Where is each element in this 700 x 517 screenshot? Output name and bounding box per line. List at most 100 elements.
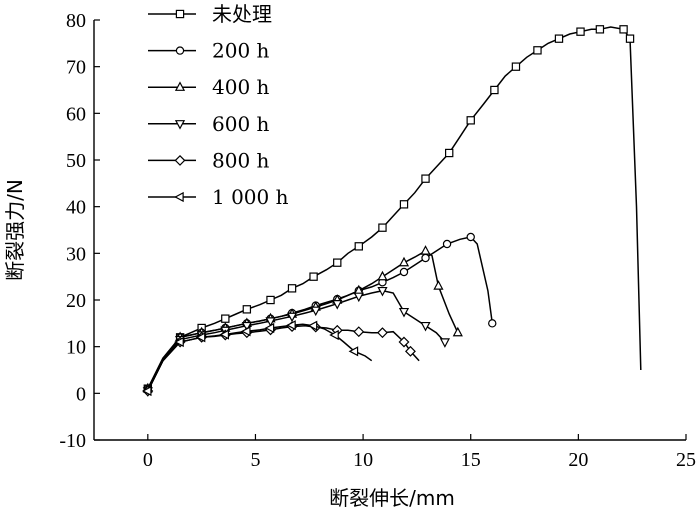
- y-tick-label: 10: [66, 337, 86, 359]
- y-tick-label: 60: [66, 103, 86, 125]
- legend-label: 400 h: [212, 75, 270, 99]
- legend-entry: 600 h: [148, 112, 270, 136]
- data-point: [399, 267, 409, 277]
- legend-entry: 200 h: [148, 39, 270, 63]
- data-point: [445, 148, 454, 158]
- legend-label: 600 h: [212, 112, 270, 136]
- x-tick-label: 5: [250, 449, 260, 471]
- data-point: [221, 314, 230, 323]
- data-point: [466, 116, 475, 125]
- data-point: [421, 253, 430, 263]
- x-tick-label: 25: [676, 449, 696, 471]
- legend-marker: [174, 191, 184, 203]
- data-point: [266, 295, 275, 305]
- data-point: [442, 239, 452, 249]
- x-tick-label: 20: [568, 449, 588, 471]
- legend-marker: [174, 81, 186, 91]
- data-point: [332, 300, 343, 310]
- data-point: [264, 322, 275, 334]
- data-point: [398, 336, 410, 348]
- data-point: [377, 327, 388, 339]
- y-tick-label: 80: [66, 10, 86, 32]
- legend-entry: 未处理: [148, 2, 272, 26]
- data-point: [625, 34, 635, 43]
- x-tick-label: 10: [353, 449, 373, 471]
- data-point: [439, 338, 450, 348]
- data-point: [377, 270, 388, 281]
- series-1: [143, 232, 497, 393]
- data-point: [398, 256, 410, 267]
- data-point: [420, 321, 431, 332]
- data-point: [141, 385, 152, 397]
- series-line: [147, 26, 642, 390]
- data-point: [307, 320, 318, 331]
- data-point: [241, 321, 252, 332]
- data-point: [286, 320, 296, 331]
- data-point: [309, 272, 318, 281]
- data-point: [595, 25, 605, 34]
- data-point: [554, 34, 564, 43]
- series-5: [141, 320, 373, 397]
- x-axis-title: 断裂伸长/mm: [329, 486, 455, 510]
- legend-marker: [174, 120, 186, 130]
- y-tick-label: 70: [66, 57, 86, 79]
- ticks: -10 0 10 20 30 40 50 60 70 80 0 5 10 15 20 25: [59, 10, 696, 471]
- data-point: [421, 174, 430, 183]
- data-point: [195, 332, 206, 343]
- data-point: [405, 345, 416, 357]
- y-tick-label: 50: [66, 150, 86, 172]
- legend-marker: [175, 46, 185, 55]
- data-point: [433, 280, 444, 290]
- data-point: [576, 27, 585, 36]
- legend-entry: 1 000 h: [148, 185, 289, 209]
- y-tick-label: 30: [66, 243, 86, 265]
- data-point: [240, 326, 251, 337]
- data-point: [333, 258, 342, 267]
- y-tick-label: 20: [66, 290, 86, 312]
- legend-label: 200 h: [212, 39, 270, 63]
- legend-label: 800 h: [212, 148, 270, 172]
- data-point: [286, 312, 298, 323]
- series-line: [147, 250, 459, 390]
- series-0: [143, 25, 642, 393]
- data-point: [490, 85, 499, 95]
- data-point: [354, 242, 363, 251]
- data-point: [452, 326, 463, 337]
- series-line: [147, 236, 494, 390]
- data-point: [466, 232, 475, 242]
- data-point: [219, 329, 230, 340]
- y-axis-title: 断裂强力/N: [3, 179, 27, 281]
- data-point: [265, 317, 276, 327]
- legend-marker: [174, 154, 186, 166]
- legend-entry: 400 h: [148, 75, 270, 99]
- data-point: [488, 319, 497, 328]
- data-point: [378, 223, 387, 232]
- y-tick-label: -10: [59, 430, 86, 452]
- data-point: [310, 306, 321, 317]
- data-point: [329, 329, 339, 341]
- legend-marker: [175, 9, 185, 19]
- y-tick-label: 0: [76, 383, 86, 405]
- data-point: [174, 336, 184, 348]
- data-point: [377, 286, 388, 297]
- y-tick-label: 40: [66, 197, 86, 219]
- series-line: [147, 289, 446, 392]
- legend-entry: 800 h: [148, 148, 270, 172]
- axes: [93, 20, 686, 441]
- data-point: [511, 62, 521, 71]
- data-point: [353, 292, 364, 303]
- legend-label: 1 000 h: [212, 185, 289, 209]
- x-tick-label: 0: [143, 449, 153, 471]
- x-tick-label: 15: [461, 449, 481, 471]
- data-point: [348, 346, 359, 357]
- data-point: [398, 307, 410, 318]
- data-point: [399, 200, 409, 209]
- legend: 未处理 200 h 400 h 600 h 800 h 1 000 h: [148, 2, 289, 209]
- data-point: [619, 25, 628, 34]
- data-point: [533, 46, 542, 55]
- data-point: [287, 284, 297, 293]
- series-4: [142, 321, 420, 397]
- data-point: [420, 245, 431, 255]
- plot-area: [141, 25, 642, 397]
